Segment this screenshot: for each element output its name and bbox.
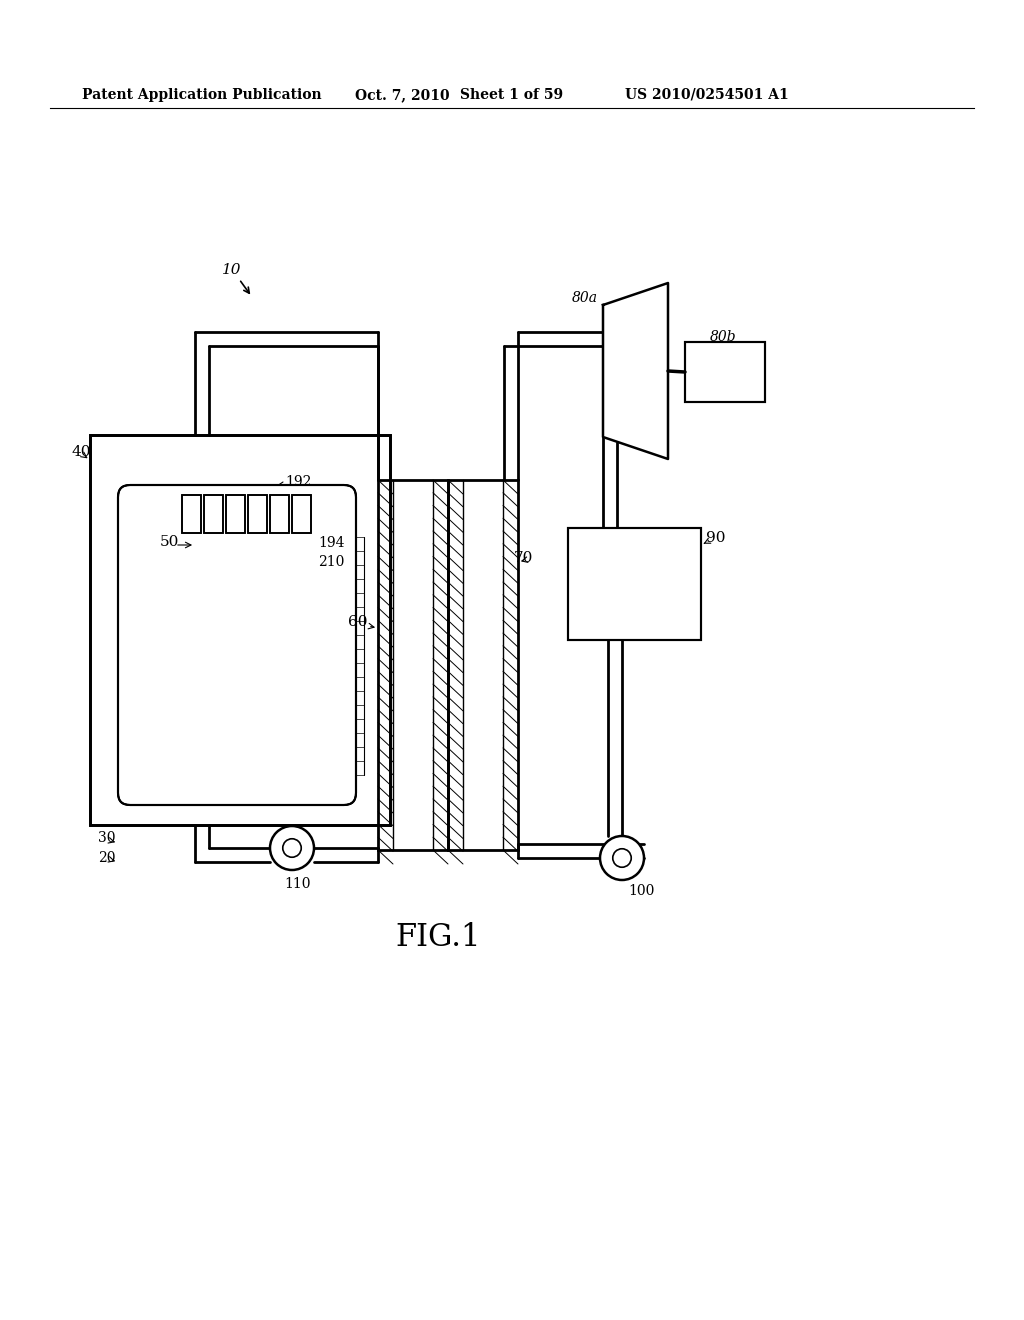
Text: 90: 90 [706, 531, 725, 545]
Bar [270, 495, 289, 533]
Text: Patent Application Publication: Patent Application Publication [82, 88, 322, 102]
Bar [204, 495, 223, 533]
Bar [90, 436, 390, 825]
Circle shape [283, 838, 301, 857]
Text: 10: 10 [222, 263, 242, 277]
Bar [568, 528, 701, 640]
Text: 110: 110 [284, 876, 310, 891]
Bar [182, 495, 201, 533]
Text: FIG.1: FIG.1 [395, 923, 480, 953]
Text: 60: 60 [348, 615, 368, 630]
Text: Sheet 1 of 59: Sheet 1 of 59 [460, 88, 563, 102]
Bar [292, 495, 311, 533]
Text: 40: 40 [72, 445, 91, 459]
Text: 30: 30 [98, 832, 116, 845]
Bar [568, 528, 701, 640]
Text: 50: 50 [160, 535, 179, 549]
Polygon shape [603, 282, 668, 459]
Text: Oct. 7, 2010: Oct. 7, 2010 [355, 88, 450, 102]
Bar [378, 480, 449, 850]
Bar [270, 495, 289, 533]
Bar [90, 436, 390, 825]
Bar [292, 495, 311, 533]
Bar [248, 495, 267, 533]
Bar [204, 495, 223, 533]
Circle shape [600, 836, 644, 880]
Text: US 2010/0254501 A1: US 2010/0254501 A1 [625, 88, 788, 102]
Circle shape [612, 849, 631, 867]
Text: 100: 100 [628, 884, 654, 898]
Bar [226, 495, 245, 533]
Text: 20: 20 [98, 851, 116, 865]
Text: 210: 210 [318, 554, 344, 569]
Text: 80a: 80a [572, 290, 598, 305]
Bar [685, 342, 765, 403]
Bar [685, 342, 765, 403]
Text: 194: 194 [318, 536, 344, 550]
FancyBboxPatch shape [118, 484, 356, 805]
Bar [248, 495, 267, 533]
Bar [182, 495, 201, 533]
Circle shape [270, 826, 314, 870]
Text: 80b: 80b [710, 330, 736, 345]
Text: 70: 70 [514, 550, 534, 565]
Bar [226, 495, 245, 533]
Text: 192: 192 [285, 475, 311, 488]
Bar [449, 480, 518, 850]
